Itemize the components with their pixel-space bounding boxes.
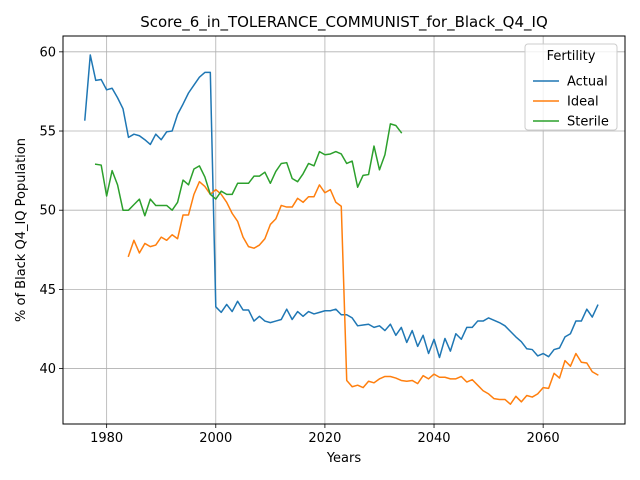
x-tick-label: 2020	[308, 431, 341, 446]
legend-title: Fertility	[547, 49, 596, 64]
series-line-actual	[84, 54, 599, 359]
legend-label-actual: Actual	[567, 75, 608, 90]
y-tick-label: 40	[39, 362, 56, 377]
plot-frame	[62, 35, 626, 425]
series-layer	[84, 54, 599, 405]
x-tick-label: 2060	[527, 431, 560, 446]
series-line-sterile	[94, 123, 403, 217]
y-tick-label: 45	[39, 283, 56, 298]
axis-ticks: 1980 2000 2020 2040 2060 40 45 50 55 60	[39, 45, 559, 446]
y-axis-label: % of Black Q4_IQ Population	[14, 138, 29, 322]
y-tick-label: 55	[39, 125, 56, 140]
x-tick-label: 1980	[90, 431, 123, 446]
legend: Fertility Actual Ideal Sterile	[524, 43, 618, 131]
x-tick-label: 2000	[199, 431, 232, 446]
x-axis-label: Years	[326, 451, 362, 466]
x-tick-label: 2040	[417, 431, 450, 446]
y-tick-label: 50	[39, 204, 56, 219]
legend-box	[524, 43, 618, 131]
y-tick-label: 60	[39, 45, 56, 60]
legend-label-ideal: Ideal	[567, 95, 599, 110]
legend-label-sterile: Sterile	[567, 115, 609, 130]
series-line-ideal	[127, 180, 599, 405]
chart-title: Score_6_in_TOLERANCE_COMMUNIST_for_Black…	[140, 13, 548, 32]
